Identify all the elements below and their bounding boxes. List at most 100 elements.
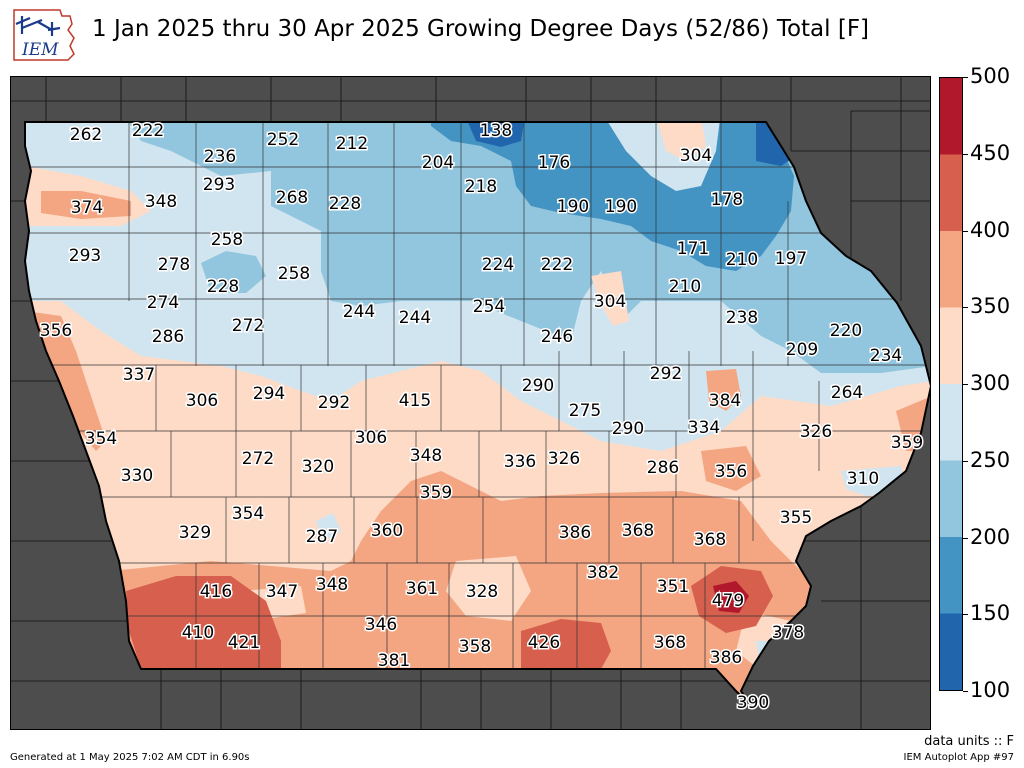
station-value-70: 386 — [559, 523, 591, 543]
station-value-60: 336 — [504, 452, 536, 472]
station-value-5: 138 — [480, 121, 512, 141]
station-value-28: 210 — [669, 277, 701, 297]
colorbar-bin-7 — [940, 78, 962, 155]
colorbar-tick — [963, 77, 968, 78]
station-value-32: 244 — [343, 302, 375, 322]
station-value-50: 264 — [831, 383, 863, 403]
station-value-23: 171 — [677, 239, 709, 259]
station-value-55: 306 — [355, 428, 387, 448]
colorbar-label-350: 350 — [970, 294, 1011, 319]
station-value-61: 326 — [548, 449, 580, 469]
station-value-40: 209 — [786, 340, 818, 360]
station-value-11: 268 — [276, 188, 308, 208]
station-value-44: 290 — [522, 376, 554, 396]
station-value-33: 244 — [399, 308, 431, 328]
station-value-26: 228 — [207, 277, 239, 297]
colorbar-label-300: 300 — [970, 371, 1011, 395]
station-value-85: 410 — [182, 623, 214, 643]
station-value-81: 328 — [466, 582, 498, 602]
station-value-19: 293 — [69, 246, 101, 266]
station-value-80: 361 — [406, 579, 438, 599]
colorbar-bin-0 — [940, 613, 962, 690]
station-value-41: 234 — [870, 346, 902, 366]
station-value-46: 294 — [253, 384, 285, 404]
station-value-15: 190 — [557, 197, 589, 217]
iowa-contour-map: 262 222 236 252 212 138 176 304 204 218 293 268 228 3… — [11, 77, 930, 729]
colorbar-label-200: 200 — [970, 524, 1011, 549]
station-value-29: 274 — [147, 293, 179, 313]
station-value-65: 330 — [121, 466, 153, 486]
station-value-9: 218 — [465, 177, 497, 197]
station-value-53: 334 — [688, 418, 720, 438]
colorbar-bin-1 — [940, 537, 962, 614]
station-value-37: 286 — [152, 327, 184, 347]
station-value-42: 337 — [123, 365, 155, 385]
station-value-89: 368 — [654, 633, 686, 653]
station-value-47: 292 — [318, 393, 350, 413]
station-value-7: 304 — [680, 146, 712, 166]
generated-timestamp: Generated at 1 May 2025 7:02 AM CDT in 6… — [10, 752, 250, 763]
station-value-43: 292 — [650, 364, 682, 384]
station-value-34: 238 — [726, 308, 758, 328]
station-value-18: 258 — [211, 230, 243, 250]
colorbar-label-500: 500 — [970, 64, 1011, 88]
station-value-14: 348 — [145, 192, 177, 212]
station-value-27: 258 — [278, 264, 310, 284]
colorbar-label-100: 100 — [970, 678, 1011, 702]
station-value-57: 359 — [891, 433, 923, 453]
station-value-92: 386 — [710, 648, 742, 668]
colorbar-label-150: 150 — [970, 601, 1011, 626]
station-value-30: 304 — [594, 292, 626, 312]
station-value-24: 210 — [726, 250, 758, 270]
station-value-73: 360 — [371, 521, 403, 541]
colorbar-tick — [963, 691, 968, 692]
station-value-64: 356 — [715, 462, 747, 482]
station-value-77: 416 — [200, 582, 232, 602]
station-value-48: 415 — [399, 391, 431, 411]
units-label: data units :: F — [924, 734, 1014, 749]
station-value-38: 246 — [541, 327, 573, 347]
colorbar-tick — [963, 153, 968, 155]
station-value-10: 293 — [203, 175, 235, 195]
station-value-39: 220 — [830, 321, 862, 341]
station-value-79: 348 — [316, 575, 348, 595]
station-value-51: 275 — [569, 401, 601, 421]
colorbar-label-250: 250 — [970, 447, 1011, 472]
colorbar-tick — [963, 614, 968, 616]
station-value-25: 197 — [775, 249, 807, 269]
station-value-74: 287 — [306, 527, 338, 547]
map-title: 1 Jan 2025 thru 30 Apr 2025 Growing Degr… — [92, 16, 870, 42]
station-value-1: 222 — [132, 121, 164, 141]
station-value-20: 278 — [158, 255, 190, 275]
station-value-54: 354 — [85, 429, 117, 449]
contour-fills — [25, 122, 930, 706]
colorbar-bin-6 — [940, 154, 962, 231]
station-value-82: 351 — [657, 577, 689, 597]
colorbar-tick — [963, 307, 968, 309]
station-value-83: 479 — [712, 591, 744, 611]
colorbar-label-400: 400 — [970, 217, 1011, 242]
station-value-6: 176 — [538, 153, 570, 173]
station-value-58: 348 — [410, 446, 442, 466]
colorbar-bin-5 — [940, 231, 962, 308]
station-value-71: 368 — [622, 521, 654, 541]
station-value-78: 347 — [266, 582, 298, 602]
neighbor-county-lines — [11, 77, 930, 729]
station-value-93: 390 — [737, 693, 769, 713]
station-value-35: 356 — [40, 321, 72, 341]
station-value-0: 262 — [70, 125, 102, 145]
station-value-8: 204 — [422, 153, 454, 173]
colorbar — [939, 77, 963, 691]
logo-text: IEM — [21, 40, 59, 60]
station-value-21: 224 — [482, 255, 514, 275]
station-value-17: 178 — [711, 190, 743, 210]
colorbar-bin-2 — [940, 460, 962, 537]
station-value-3: 252 — [267, 130, 299, 150]
station-value-56: 326 — [800, 422, 832, 442]
station-value-75: 368 — [694, 530, 726, 550]
station-value-86: 421 — [228, 633, 260, 653]
station-value-76: 382 — [587, 563, 619, 583]
map-panel[interactable]: 262 222 236 252 212 138 176 304 204 218 293 268 228 3… — [10, 76, 931, 730]
station-value-59: 272 — [242, 449, 274, 469]
station-value-68: 354 — [232, 504, 264, 524]
